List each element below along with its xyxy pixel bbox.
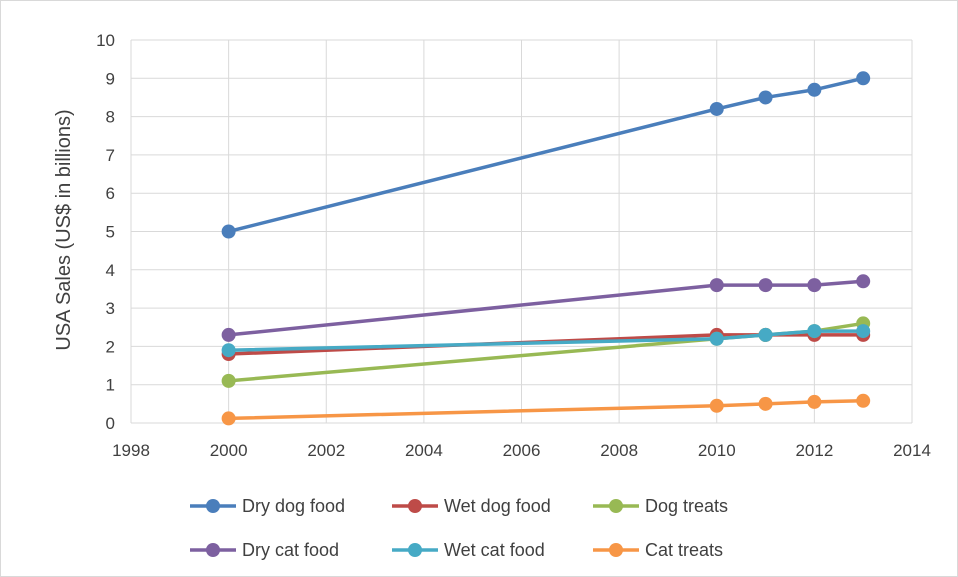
data-point — [221, 411, 236, 426]
y-tick-label: 5 — [106, 223, 115, 242]
legend-marker — [206, 543, 220, 557]
data-point — [709, 398, 724, 413]
axes: 0 1 2 3 4 5 6 7 8 9 10 1998 2000 2002 2004 2006 2008 2010… — [96, 31, 931, 460]
legend-marker — [206, 499, 220, 513]
legend-marker — [408, 499, 422, 513]
data-point — [856, 71, 871, 86]
data-point — [807, 82, 822, 97]
legend-item: Cat treats — [593, 540, 723, 560]
series-layer — [221, 71, 871, 426]
data-point — [807, 324, 822, 339]
data-point — [221, 224, 236, 239]
data-point — [709, 331, 724, 346]
legend-marker — [609, 543, 623, 557]
y-tick-label: 6 — [106, 184, 115, 203]
data-point — [758, 327, 773, 342]
y-tick-label: 9 — [106, 69, 115, 88]
y-tick-label: 7 — [106, 146, 115, 165]
x-tick-label: 2010 — [698, 441, 736, 460]
legend-label: Dry cat food — [242, 540, 339, 560]
series-wet-cat-food — [221, 324, 871, 358]
data-point — [758, 278, 773, 293]
x-tick-label: 2004 — [405, 441, 443, 460]
data-point — [221, 373, 236, 388]
x-tick-label: 2014 — [893, 441, 931, 460]
data-point — [758, 90, 773, 105]
legend-label: Dry dog food — [242, 496, 345, 516]
x-tick-label: 2006 — [503, 441, 541, 460]
x-tick-label: 1998 — [112, 441, 150, 460]
legend-item: Dog treats — [593, 496, 728, 516]
legend-item: Wet dog food — [392, 496, 551, 516]
legend-item: Dry cat food — [190, 540, 339, 560]
legend-item: Wet cat food — [392, 540, 545, 560]
y-tick-label: 8 — [106, 108, 115, 127]
series-cat-treats — [221, 393, 871, 426]
y-tick-label: 3 — [106, 299, 115, 318]
legend: Dry dog food Wet dog food Dog treats Dry ca… — [190, 496, 728, 560]
y-tick-label: 0 — [106, 414, 115, 433]
data-point — [856, 393, 871, 408]
series-dry-cat-food — [221, 274, 871, 342]
gridlines — [130, 39, 913, 424]
x-tick-label: 2002 — [307, 441, 345, 460]
data-point — [856, 274, 871, 289]
legend-marker — [408, 543, 422, 557]
data-point — [807, 278, 822, 293]
legend-label: Dog treats — [645, 496, 728, 516]
data-point — [709, 278, 724, 293]
y-axis-title: USA Sales (US$ in billions) — [53, 109, 75, 350]
x-tick-label: 2000 — [210, 441, 248, 460]
data-point — [221, 343, 236, 358]
legend-label: Cat treats — [645, 540, 723, 560]
data-point — [758, 396, 773, 411]
data-point — [221, 327, 236, 342]
legend-item: Dry dog food — [190, 496, 345, 516]
y-tick-label: 1 — [106, 376, 115, 395]
legend-label: Wet dog food — [444, 496, 551, 516]
x-tick-label: 2008 — [600, 441, 638, 460]
legend-marker — [609, 499, 623, 513]
x-tick-label: 2012 — [795, 441, 833, 460]
y-tick-label: 4 — [106, 261, 115, 280]
legend-label: Wet cat food — [444, 540, 545, 560]
series-dry-dog-food — [221, 71, 871, 239]
y-tick-label: 10 — [96, 31, 115, 50]
y-tick-label: 2 — [106, 337, 115, 356]
data-point — [709, 101, 724, 116]
data-point — [807, 394, 822, 409]
data-point — [856, 324, 871, 339]
